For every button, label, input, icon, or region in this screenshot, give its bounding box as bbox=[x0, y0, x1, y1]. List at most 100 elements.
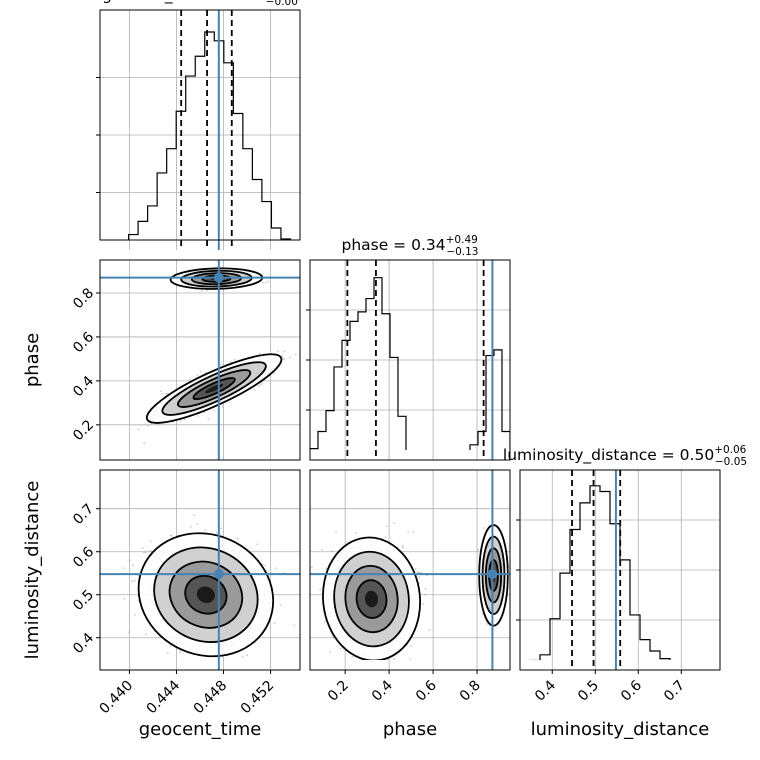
sample-point bbox=[170, 535, 173, 537]
sample-point bbox=[199, 370, 202, 373]
sample-point bbox=[364, 673, 366, 675]
sample-point bbox=[283, 358, 286, 360]
sample-point bbox=[159, 390, 162, 393]
density-layer bbox=[103, 267, 316, 455]
sample-point bbox=[399, 661, 401, 663]
sample-point bbox=[143, 442, 146, 445]
sample-point bbox=[185, 671, 187, 673]
sample-point bbox=[161, 393, 164, 395]
sample-point bbox=[258, 352, 261, 355]
sample-point bbox=[204, 371, 207, 374]
sample-point bbox=[137, 428, 140, 430]
sample-point bbox=[384, 536, 387, 539]
sample-point bbox=[277, 350, 279, 353]
sample-point bbox=[381, 673, 383, 675]
hist-panel-phase: phase = 0.34+0.49 −0.13 bbox=[306, 234, 511, 461]
sample-point bbox=[428, 629, 431, 632]
sample-point bbox=[275, 567, 277, 570]
sample-point bbox=[273, 622, 276, 624]
sample-point bbox=[196, 373, 199, 376]
sample-point bbox=[196, 415, 199, 417]
sample-point bbox=[246, 654, 249, 657]
sample-point bbox=[366, 663, 368, 665]
hist-panel-luminosity_distance: luminosity_distance = 0.50+0.06 −0.05 bbox=[503, 444, 747, 671]
sample-point bbox=[357, 661, 359, 663]
sample-point bbox=[393, 658, 395, 660]
truth-marker bbox=[213, 272, 224, 283]
sample-point bbox=[145, 633, 148, 636]
sample-point bbox=[193, 664, 195, 666]
sample-point bbox=[131, 580, 133, 583]
panel-geocent_time-vs-phase bbox=[99, 259, 316, 461]
sample-point bbox=[206, 289, 209, 292]
sample-point bbox=[424, 593, 426, 596]
sample-point bbox=[392, 522, 395, 525]
sample-point bbox=[283, 350, 286, 353]
sample-point bbox=[166, 652, 169, 654]
sample-point bbox=[134, 613, 136, 616]
sample-point bbox=[122, 567, 125, 569]
sample-point bbox=[321, 548, 323, 551]
sample-point bbox=[132, 564, 134, 567]
sample-point bbox=[424, 587, 427, 590]
sample-point bbox=[401, 544, 404, 547]
sample-point bbox=[236, 537, 239, 540]
sample-point bbox=[189, 378, 191, 381]
sample-point bbox=[260, 383, 262, 386]
sample-point bbox=[103, 453, 105, 455]
sample-point bbox=[233, 358, 236, 361]
sample-point bbox=[146, 424, 149, 427]
sample-point bbox=[190, 525, 192, 528]
sample-point bbox=[143, 551, 145, 554]
sample-point bbox=[196, 523, 199, 526]
sample-point bbox=[183, 418, 186, 421]
sample-point bbox=[482, 527, 485, 529]
sample-point bbox=[204, 529, 207, 531]
sample-point bbox=[200, 289, 203, 292]
sample-point bbox=[364, 660, 366, 662]
sample-point bbox=[220, 527, 223, 530]
hist-title-geocent_time: geocent_time = 0.45+0.00−0.00 bbox=[102, 0, 298, 8]
sample-point bbox=[376, 660, 378, 662]
sample-point bbox=[414, 568, 417, 570]
sample-point bbox=[221, 406, 224, 408]
sample-point bbox=[141, 547, 144, 549]
sample-point bbox=[418, 571, 420, 574]
panel-frame bbox=[99, 469, 301, 671]
sample-point bbox=[241, 655, 244, 658]
sample-point bbox=[410, 645, 412, 647]
panel-geocent_time-vs-luminosity_distance bbox=[99, 469, 301, 673]
sample-point bbox=[339, 647, 342, 650]
sample-point bbox=[179, 651, 182, 654]
hist-title-phase: phase = 0.34+0.49 −0.13 bbox=[341, 234, 478, 258]
sample-point bbox=[193, 514, 195, 517]
sample-point bbox=[486, 623, 489, 625]
sample-point bbox=[123, 597, 126, 600]
hist-panel-geocent_time: geocent_time = 0.45+0.00−0.00 bbox=[96, 0, 301, 250]
sample-point bbox=[213, 409, 216, 412]
sample-point bbox=[331, 550, 333, 552]
contour-level-4 bbox=[196, 586, 215, 604]
truth-marker bbox=[213, 569, 224, 580]
hist-title-luminosity_distance: luminosity_distance = 0.50+0.06 −0.05 bbox=[503, 444, 747, 468]
density-layer bbox=[311, 522, 510, 693]
sample-point bbox=[407, 531, 409, 534]
sample-point bbox=[179, 420, 182, 423]
sample-point bbox=[258, 384, 260, 387]
histogram-geocent_time bbox=[127, 31, 292, 240]
sample-point bbox=[256, 543, 259, 546]
sample-point bbox=[314, 341, 316, 343]
sample-point bbox=[128, 559, 131, 561]
sample-point bbox=[293, 624, 296, 627]
sample-point bbox=[202, 665, 204, 667]
sample-point bbox=[133, 579, 136, 582]
sample-point bbox=[144, 551, 147, 553]
sample-point bbox=[401, 546, 404, 549]
sample-point bbox=[220, 363, 223, 366]
sample-point bbox=[261, 382, 263, 384]
sample-point bbox=[319, 588, 322, 591]
sample-point bbox=[354, 531, 357, 534]
sample-point bbox=[404, 691, 406, 693]
sample-point bbox=[279, 604, 282, 606]
